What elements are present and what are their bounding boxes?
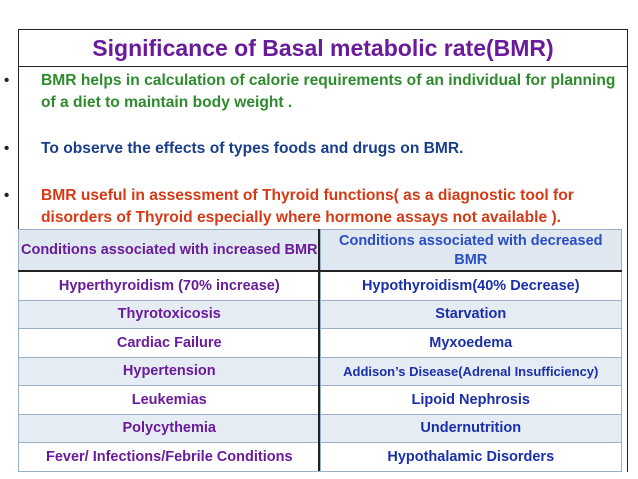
increased-condition-cell: Cardiac Failure	[18, 328, 321, 358]
bmr-conditions-table: Conditions associated with increased BMR…	[18, 229, 622, 472]
table-row: Hypertension Addison’s Disease(Adrenal I…	[18, 356, 622, 386]
header-divider	[18, 270, 622, 272]
increased-condition-cell: Thyrotoxicosis	[18, 299, 321, 329]
increased-condition-cell: Polycythemia	[18, 413, 321, 443]
increased-condition-cell: Hypertension	[18, 356, 321, 386]
table-row: Thyrotoxicosis Starvation	[18, 299, 622, 329]
bullet-marker: •	[4, 187, 10, 204]
table-header-row: Conditions associated with increased BMR…	[18, 229, 622, 272]
table-row: Cardiac Failure Myxoedema	[18, 328, 622, 358]
header-decreased-bmr: Conditions associated with decreased BMR	[319, 229, 622, 272]
bullet-marker: •	[4, 72, 10, 89]
decreased-condition-cell: Addison’s Disease(Adrenal Insufficiency)	[319, 356, 622, 386]
increased-condition-cell: Fever/ Infections/Febrile Conditions	[18, 442, 321, 472]
column-divider	[318, 229, 320, 471]
header-increased-bmr: Conditions associated with increased BMR	[18, 229, 321, 272]
bullet-marker: •	[4, 140, 10, 157]
slide-title: Significance of Basal metabolic rate(BMR…	[18, 29, 628, 67]
decreased-condition-cell: Hypothalamic Disorders	[319, 442, 622, 472]
bullet-thyroid-assessment: BMR useful in assessment of Thyroid func…	[41, 187, 574, 226]
table-row: Hyperthyroidism (70% increase) Hypothyro…	[18, 271, 622, 301]
bullet-foods-drugs-effects: To observe the effects of types foods an…	[41, 140, 464, 157]
increased-condition-cell: Leukemias	[18, 385, 321, 415]
table-row: Fever/ Infections/Febrile Conditions Hyp…	[18, 442, 622, 472]
decreased-condition-cell: Myxoedema	[319, 328, 622, 358]
bullet-calorie-requirements: BMR helps in calculation of calorie requ…	[41, 72, 616, 111]
table-row: Leukemias Lipoid Nephrosis	[18, 385, 622, 415]
decreased-condition-cell: Starvation	[319, 299, 622, 329]
increased-condition-cell: Hyperthyroidism (70% increase)	[18, 271, 321, 301]
decreased-condition-cell: Hypothyroidism(40% Decrease)	[319, 271, 622, 301]
table-row: Polycythemia Undernutrition	[18, 413, 622, 443]
decreased-condition-cell: Undernutrition	[319, 413, 622, 443]
decreased-condition-cell: Lipoid Nephrosis	[319, 385, 622, 415]
